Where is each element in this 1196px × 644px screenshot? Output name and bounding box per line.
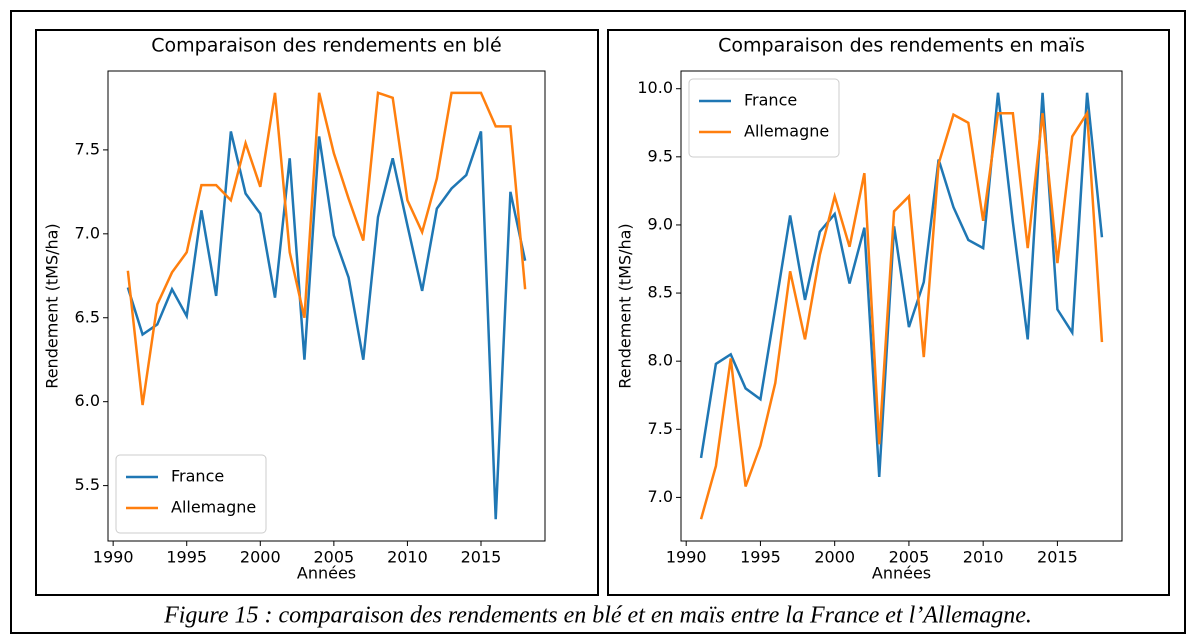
legend-label: France (744, 91, 797, 110)
x-tick-label: 2000 (240, 548, 281, 567)
y-tick-label: 5.5 (75, 475, 100, 494)
line-series (126, 131, 527, 520)
x-tick-label: 2000 (814, 548, 855, 567)
x-tick-label: 2010 (387, 548, 428, 567)
legend-box (115, 454, 267, 534)
chart-title: Comparaison des rendements en maïs (718, 35, 1085, 57)
x-tick-label: 2005 (889, 548, 930, 567)
y-tick-label: 7.0 (75, 223, 100, 242)
line-series (699, 92, 1104, 478)
caption: Figure 15 : comparaison des rendements e… (163, 603, 1032, 629)
x-tick-label: 1995 (740, 548, 781, 567)
x-tick-label: 2010 (963, 548, 1004, 567)
panel-frame (607, 29, 1170, 596)
x-axis-label: Années (297, 564, 356, 583)
line-series (699, 109, 1104, 520)
x-tick-label: 1990 (666, 548, 707, 567)
x-tick-label: 2015 (1037, 548, 1078, 567)
y-axis-label: Rendement (tMS/ha) (616, 223, 635, 388)
x-axis-label: Années (872, 564, 931, 583)
y-tick-label: 9.5 (648, 146, 673, 165)
x-tick-label: 1990 (93, 548, 134, 567)
y-tick-label: 6.0 (75, 391, 100, 410)
panel-frame (35, 29, 599, 596)
y-tick-label: 10.0 (637, 78, 673, 97)
legend-box (688, 78, 840, 158)
x-tick-label: 2005 (313, 548, 354, 567)
y-tick-label: 7.5 (75, 139, 100, 158)
y-tick-label: 7.0 (648, 487, 673, 506)
outer-frame (10, 10, 1186, 634)
x-tick-label: 1995 (166, 548, 207, 567)
plot-area (107, 70, 546, 542)
legend-label: Allemagne (744, 122, 829, 141)
chart-title: Comparaison des rendements en blé (151, 35, 501, 57)
line-series (126, 91, 527, 406)
legend-label: France (171, 467, 224, 486)
y-tick-label: 8.0 (648, 351, 673, 370)
y-tick-label: 7.5 (648, 419, 673, 438)
y-axis-label: Rendement (tMS/ha) (43, 223, 62, 388)
legend-label: Allemagne (171, 498, 256, 517)
y-tick-label: 9.0 (648, 214, 673, 233)
y-tick-label: 6.5 (75, 307, 100, 326)
y-tick-label: 8.5 (648, 283, 673, 302)
x-tick-label: 2015 (461, 548, 502, 567)
plot-area (680, 70, 1123, 542)
